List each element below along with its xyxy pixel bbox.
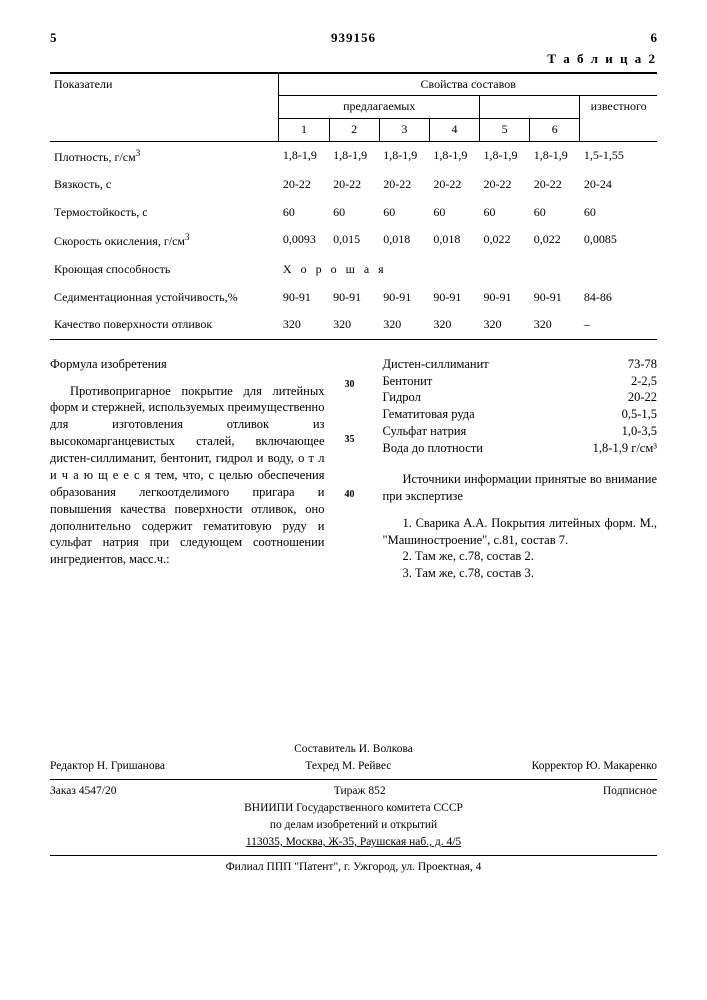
formula-title: Формула изобретения bbox=[50, 356, 325, 373]
page-left: 5 bbox=[50, 30, 57, 47]
pod: Подписное bbox=[603, 784, 657, 799]
addr1: 113035, Москва, Ж-35, Раушская наб., д. … bbox=[50, 835, 657, 850]
ingredient-row: Вода до плотности1,8-1,9 г/см³ bbox=[383, 440, 658, 457]
row-label: Кроющая способность bbox=[50, 256, 279, 284]
tirage: Тираж 852 bbox=[334, 784, 386, 799]
table-label: Т а б л и ц а 2 bbox=[50, 51, 657, 68]
sub-header-2: известного bbox=[580, 96, 657, 141]
right-column: Дистен-силлиманит73-78Бентонит2-2,5Гидро… bbox=[383, 356, 658, 583]
doc-number: 939156 bbox=[331, 30, 376, 47]
row-label: Плотность, г/см3 bbox=[50, 141, 279, 171]
ingredients-list: Дистен-силлиманит73-78Бентонит2-2,5Гидро… bbox=[383, 356, 658, 457]
group-header: Свойства составов bbox=[279, 73, 657, 96]
row-label: Термостойкость, с bbox=[50, 199, 279, 227]
compiler: Составитель И. Волкова bbox=[50, 742, 657, 757]
sources-title: Источники информации принятые во внимани… bbox=[383, 471, 658, 505]
formula-body: Противопригарное покрытие для литейных ф… bbox=[50, 383, 325, 569]
ingredient-row: Дистен-силлиманит73-78 bbox=[383, 356, 658, 373]
source-3: 3. Там же, с.78, состав 3. bbox=[383, 565, 658, 582]
row-label: Седиментационная устойчивость,% bbox=[50, 284, 279, 312]
ingredient-row: Сульфат натрия1,0-3,5 bbox=[383, 423, 658, 440]
left-column: Формула изобретения Противопригарное пок… bbox=[50, 356, 325, 583]
ingredient-row: Гематитовая руда0,5-1,5 bbox=[383, 406, 658, 423]
col-1: 1 bbox=[279, 118, 329, 141]
addr2: Филиал ППП "Патент", г. Ужгород, ул. Про… bbox=[50, 860, 657, 875]
corrector: Корректор Ю. Макаренко bbox=[532, 759, 657, 774]
ingredient-row: Гидрол20-22 bbox=[383, 389, 658, 406]
sub-header-1: предлагаемых bbox=[279, 96, 480, 119]
source-2: 2. Там же, с.78, состав 2. bbox=[383, 548, 658, 565]
page-right: 6 bbox=[651, 30, 658, 47]
row-label: Скорость окисления, г/см3 bbox=[50, 226, 279, 256]
row-label: Вязкость, с bbox=[50, 171, 279, 199]
footer: Составитель И. Волкова Редактор Н. Гриша… bbox=[50, 742, 657, 875]
text-columns: Формула изобретения Противопригарное пок… bbox=[50, 356, 657, 583]
org2: по делам изобретений и открытий bbox=[50, 818, 657, 833]
source-1: 1. Сварика А.А. Покрытия литейных форм. … bbox=[383, 515, 658, 549]
row-label: Качество поверхности отливок bbox=[50, 311, 279, 339]
techred: Техред М. Рейвес bbox=[305, 759, 391, 774]
line-numbers: 30 35 40 bbox=[345, 356, 363, 583]
col-6: 6 bbox=[530, 118, 580, 141]
col-5: 5 bbox=[480, 118, 530, 141]
ingredient-row: Бентонит2-2,5 bbox=[383, 373, 658, 390]
col-3: 3 bbox=[379, 118, 429, 141]
properties-table: Показатели Свойства составов предлагаемы… bbox=[50, 72, 657, 340]
order: Заказ 4547/20 bbox=[50, 784, 117, 799]
page-header: 5 939156 6 bbox=[50, 30, 657, 47]
org1: ВНИИПИ Государственного комитета СССР bbox=[50, 801, 657, 816]
col-4: 4 bbox=[429, 118, 479, 141]
col-2: 2 bbox=[329, 118, 379, 141]
editor: Редактор Н. Гришанова bbox=[50, 759, 165, 774]
col-header: Показатели bbox=[50, 73, 279, 141]
